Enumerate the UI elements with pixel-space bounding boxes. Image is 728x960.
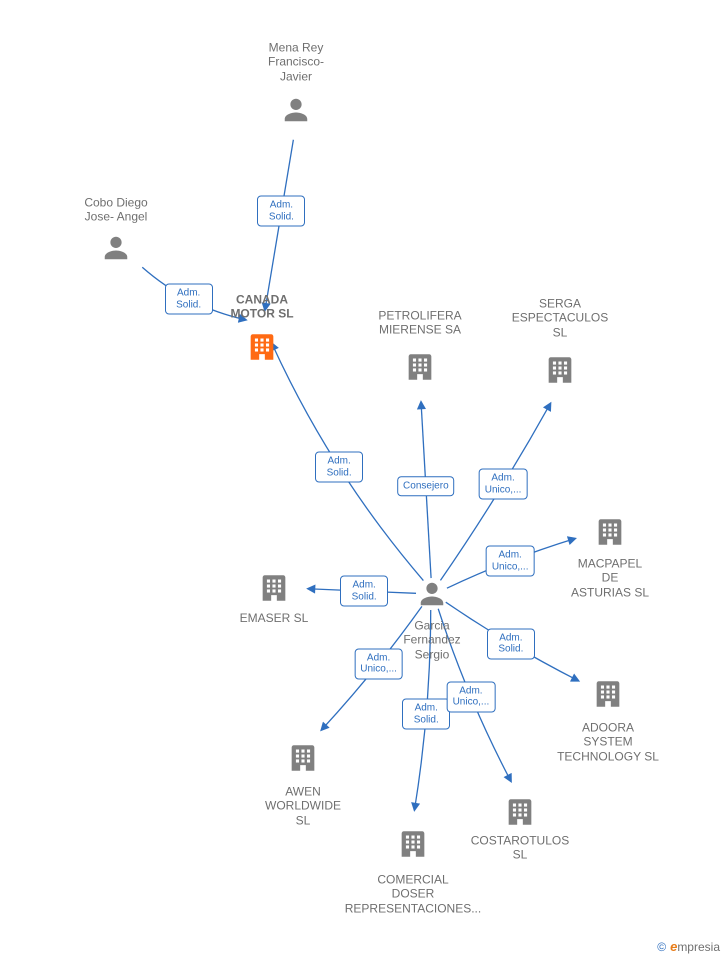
node-macpapel: MACPAPEL DE ASTURIAS SL <box>571 556 649 599</box>
node-icon-costa <box>503 795 537 829</box>
person-icon <box>417 579 447 609</box>
building-icon <box>396 827 430 861</box>
building-icon <box>503 795 537 829</box>
edge-garcia-doser <box>414 610 430 810</box>
node-label: PETROLIFERA MIERENSE SA <box>378 309 461 338</box>
brand: empresia <box>670 939 720 954</box>
node-label: MACPAPEL DE ASTURIAS SL <box>571 556 649 599</box>
building-icon <box>503 795 537 829</box>
node-emaser: EMASER SL <box>240 611 309 625</box>
node-label: Mena Rey Francisco- Javier <box>268 40 324 83</box>
edge-garcia-emaser <box>308 589 416 594</box>
building-icon <box>593 515 627 549</box>
building-icon <box>257 571 291 605</box>
building-icon-highlight <box>245 330 279 364</box>
node-costa: COSTAROTULOS SL <box>471 834 569 863</box>
building-icon <box>403 350 437 384</box>
node-garcia: Garcia Fernandez Sergio <box>403 618 460 661</box>
building-icon <box>245 330 279 364</box>
person-icon <box>101 233 131 263</box>
edge-label: Adm. Unico,... <box>354 648 403 679</box>
node-petrol: PETROLIFERA MIERENSE SA <box>378 309 461 338</box>
node-icon-petrol <box>403 350 437 384</box>
node-icon-garcia <box>417 579 447 609</box>
node-icon-emaser <box>257 571 291 605</box>
edge-garcia-canada <box>272 343 424 580</box>
edge-label: Adm. Unico,... <box>479 469 528 500</box>
edges-layer <box>0 0 728 960</box>
building-icon <box>543 353 577 387</box>
diagram-stage: Mena Rey Francisco- Javier Cobo Diego Jo… <box>0 0 728 960</box>
node-icon-mena <box>281 95 311 125</box>
brand-rest: mpresia <box>677 940 720 954</box>
node-icon-adoora <box>591 677 625 711</box>
edge-mena-canada <box>265 140 293 310</box>
edge-garcia-costa <box>438 609 511 782</box>
building-icon <box>543 353 577 387</box>
node-mena: Mena Rey Francisco- Javier <box>268 40 324 83</box>
node-canada: CANADA MOTOR SL <box>230 293 293 322</box>
edge-garcia-macpapel <box>447 539 575 589</box>
edge-label: Adm. Unico,... <box>486 546 535 577</box>
edge-label: Adm. Solid. <box>402 699 450 730</box>
edge-label: Adm. Solid. <box>315 452 363 483</box>
copyright-symbol: © <box>657 940 666 954</box>
node-adoora: ADOORA SYSTEM TECHNOLOGY SL <box>557 720 659 763</box>
building-icon <box>257 571 291 605</box>
node-icon-canada <box>245 330 279 364</box>
node-label: SERGA ESPECTACULOS SL <box>512 296 608 339</box>
node-label: Garcia Fernandez Sergio <box>403 618 460 661</box>
node-label: Cobo Diego Jose- Angel <box>84 196 147 225</box>
node-icon-serga <box>543 353 577 387</box>
person-icon <box>417 579 447 609</box>
edge-label: Adm. Unico,... <box>447 681 496 712</box>
node-icon-macpapel <box>593 515 627 549</box>
edge-label: Adm. Solid. <box>257 196 305 227</box>
edge-label: Consejero <box>397 477 455 497</box>
person-icon <box>281 95 311 125</box>
edge-garcia-petrol <box>421 402 431 578</box>
node-label: ADOORA SYSTEM TECHNOLOGY SL <box>557 720 659 763</box>
edge-label: Adm. Solid. <box>340 576 388 607</box>
person-icon <box>281 95 311 125</box>
building-icon <box>593 515 627 549</box>
building-icon <box>286 741 320 775</box>
node-serga: SERGA ESPECTACULOS SL <box>512 296 608 339</box>
node-doser: COMERCIAL DOSER REPRESENTACIONES... <box>345 872 481 915</box>
building-icon <box>591 677 625 711</box>
node-label: AWEN WORLDWIDE SL <box>265 784 341 827</box>
building-icon <box>403 350 437 384</box>
node-label: EMASER SL <box>240 611 309 625</box>
building-icon <box>286 741 320 775</box>
node-label: CANADA MOTOR SL <box>230 293 293 322</box>
building-icon <box>396 827 430 861</box>
node-label: COSTAROTULOS SL <box>471 834 569 863</box>
edge-garcia-awen <box>321 606 422 730</box>
edge-garcia-adoora <box>446 602 579 681</box>
node-icon-awen <box>286 741 320 775</box>
edge-garcia-serga <box>440 403 550 580</box>
node-awen: AWEN WORLDWIDE SL <box>265 784 341 827</box>
node-cobo: Cobo Diego Jose- Angel <box>84 196 147 225</box>
edge-label: Adm. Solid. <box>165 284 213 315</box>
node-icon-doser <box>396 827 430 861</box>
person-icon <box>101 233 131 263</box>
building-icon <box>591 677 625 711</box>
copyright: © empresia <box>657 939 720 954</box>
node-icon-cobo <box>101 233 131 263</box>
edge-label: Adm. Solid. <box>487 628 535 659</box>
edge-cobo-canada <box>142 267 246 320</box>
node-label: COMERCIAL DOSER REPRESENTACIONES... <box>345 872 481 915</box>
